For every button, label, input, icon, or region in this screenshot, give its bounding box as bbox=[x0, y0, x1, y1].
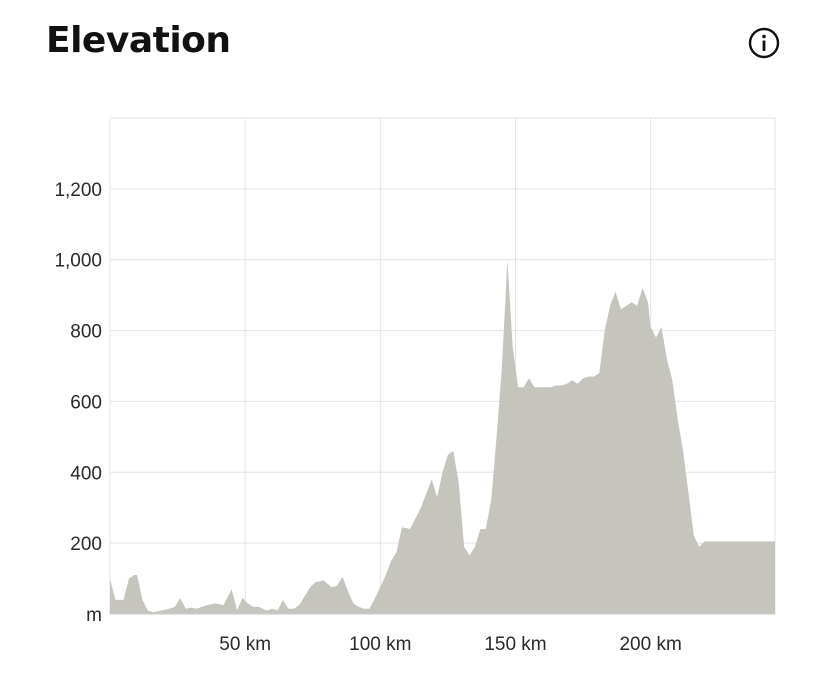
page-title: Elevation bbox=[46, 20, 231, 61]
y-tick-label: 400 bbox=[70, 463, 102, 484]
y-tick-label: 600 bbox=[70, 392, 102, 413]
y-tick-label: 1,000 bbox=[54, 251, 102, 272]
x-tick-label: 200 km bbox=[619, 634, 681, 655]
info-circle-icon bbox=[748, 27, 780, 59]
chart-header: Elevation bbox=[46, 18, 781, 74]
x-tick-label: 150 km bbox=[484, 634, 546, 655]
elevation-area bbox=[110, 259, 775, 614]
label-layer: 200 400 600 800 1,000 1,200 m 50 km 100 km 150 km… bbox=[54, 180, 681, 655]
y-tick-label: 800 bbox=[70, 322, 102, 343]
y-tick-label: 1,200 bbox=[54, 180, 102, 201]
x-tick-label: 50 km bbox=[219, 634, 271, 655]
info-button[interactable] bbox=[747, 26, 781, 60]
area-layer bbox=[110, 259, 775, 614]
y-tick-label: 200 bbox=[70, 534, 102, 555]
x-tick-label: 100 km bbox=[349, 634, 411, 655]
y-unit-label: m bbox=[86, 605, 102, 626]
